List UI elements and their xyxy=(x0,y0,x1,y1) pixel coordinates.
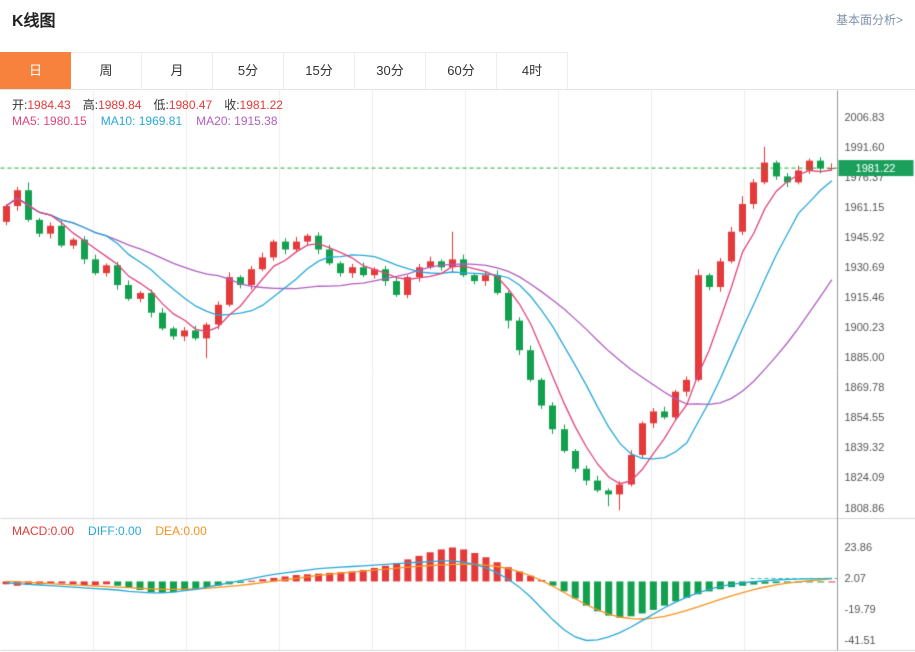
fundamental-analysis-link[interactable]: 基本面分析> xyxy=(835,13,903,27)
close-value: 1981.22 xyxy=(239,98,283,112)
diff-value: DIFF:0.00 xyxy=(88,524,142,538)
low-value: 1980.47 xyxy=(168,98,213,112)
ohlc-info: 开:1984.43 高:1989.84 低:1980.47 收:1981.22 xyxy=(12,96,295,113)
macd-value: MACD:0.00 xyxy=(12,524,75,538)
macd-info: MACD:0.00 DIFF:0.00 DEA:0.00 xyxy=(12,524,207,538)
high-label: 高: xyxy=(82,98,99,112)
tab-15min[interactable]: 15分 xyxy=(284,52,355,89)
ma20-info: MA20: 1915.38 xyxy=(196,114,278,128)
ma-info: MA5: 1980.15 MA10: 1969.81 MA20: 1915.38 xyxy=(12,114,278,128)
page-title: K线图 xyxy=(12,13,56,30)
page-header: K线图 基本面分析> xyxy=(0,0,915,52)
tab-4hour[interactable]: 4时 xyxy=(497,52,568,89)
tab-day[interactable]: 日 xyxy=(0,52,71,89)
open-value: 1984.43 xyxy=(27,98,71,112)
open-label: 开: xyxy=(12,98,28,112)
tab-week[interactable]: 周 xyxy=(71,52,142,89)
ma10-info: MA10: 1969.81 xyxy=(100,114,183,128)
high-value: 1989.84 xyxy=(98,98,142,112)
tab-30min[interactable]: 30分 xyxy=(355,52,426,89)
tab-60min[interactable]: 60分 xyxy=(426,52,497,89)
low-label: 低: xyxy=(153,98,169,112)
dea-value: DEA:0.00 xyxy=(155,524,207,538)
tab-5min[interactable]: 5分 xyxy=(213,52,284,89)
close-label: 收: xyxy=(224,98,240,112)
interval-tabs: 日 周 月 5分 15分 30分 60分 4时 xyxy=(0,52,915,90)
tab-month[interactable]: 月 xyxy=(142,52,213,89)
chart-area: 开:1984.43 高:1989.84 低:1980.47 收:1981.22 MA5… xyxy=(0,90,915,652)
kline-chart[interactable] xyxy=(0,90,915,652)
ma5-info: MA5: 1980.15 xyxy=(12,114,87,128)
